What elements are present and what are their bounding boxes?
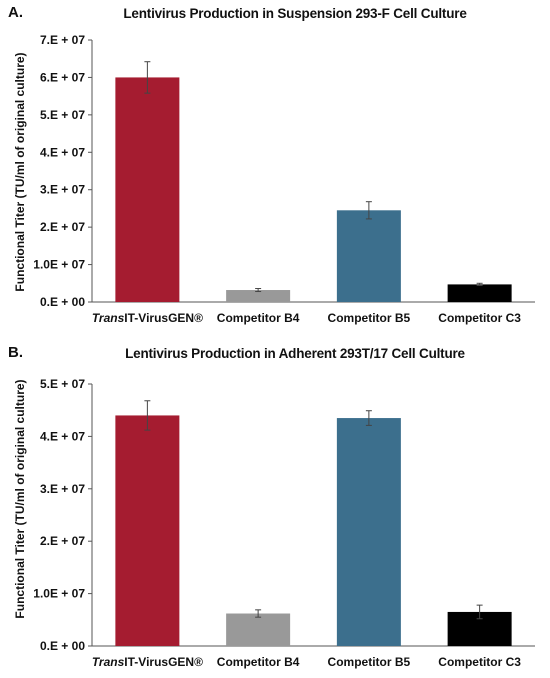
bar-chart-svg: 0.E + 00 1.0E + 07 2.E + 07 3.E + 07 4.E + 0… <box>33 377 535 669</box>
chart-panel-b: B. Lentivirus Production in Adherent 293… <box>0 340 550 678</box>
y-tick-label: 5.E + 07 <box>40 108 85 122</box>
y-tick-label: 3.E + 07 <box>40 482 85 496</box>
y-tick-label: 7.E + 07 <box>40 33 85 47</box>
x-tick-label: Competitor B5 <box>328 311 411 325</box>
y-tick-label: 2.E + 07 <box>40 220 85 234</box>
x-tick-label: TransIT-VirusGEN® <box>92 311 203 325</box>
y-tick-label: 0.E + 00 <box>40 639 85 653</box>
x-tick-label: Competitor C3 <box>438 311 521 325</box>
chart-title: Lentivirus Production in Adherent 293T/1… <box>125 346 465 361</box>
bar <box>115 77 180 302</box>
y-tick-label: 5.E + 07 <box>40 377 85 391</box>
chart-title: Lentivirus Production in Suspension 293-… <box>123 6 467 21</box>
y-tick-label: 2.E + 07 <box>40 534 85 548</box>
y-tick-label: 4.E + 07 <box>40 429 85 443</box>
panel-label: A. <box>8 4 23 21</box>
bar-chart-svg: 0.E + 00 1.0E + 07 2.E + 07 3.E + 07 4.E + 0… <box>33 33 535 325</box>
x-tick-label: Competitor B5 <box>328 655 411 669</box>
bar <box>336 418 401 646</box>
bar <box>115 415 180 646</box>
chart-panel-a: A. Lentivirus Production in Suspension 2… <box>0 0 550 335</box>
y-tick-label: 1.0E + 07 <box>33 258 85 272</box>
x-tick-label: Competitor B4 <box>217 655 300 669</box>
bar <box>226 613 291 646</box>
x-tick-label: TransIT-VirusGEN® <box>92 655 203 669</box>
y-tick-label: 4.E + 07 <box>40 145 85 159</box>
panel-label: B. <box>8 344 23 361</box>
bar <box>447 284 512 302</box>
y-tick-label: 0.E + 00 <box>40 295 85 309</box>
bar <box>336 210 401 302</box>
x-tick-label: Competitor C3 <box>438 655 521 669</box>
y-tick-label: 3.E + 07 <box>40 183 85 197</box>
bar <box>226 290 291 302</box>
y-tick-label: 6.E + 07 <box>40 70 85 84</box>
x-tick-label: Competitor B4 <box>217 311 300 325</box>
y-tick-label: 1.0E + 07 <box>33 587 85 601</box>
